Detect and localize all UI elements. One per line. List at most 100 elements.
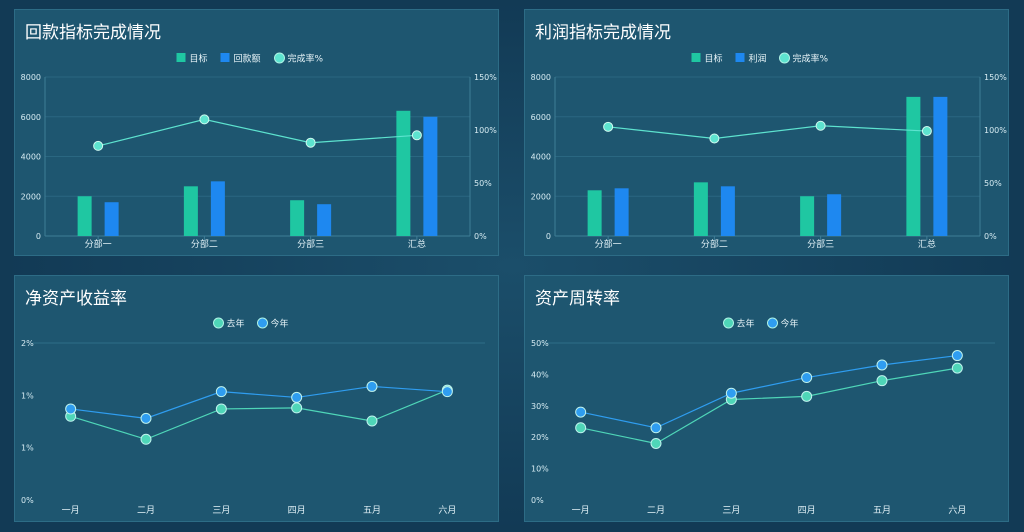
line-point — [709, 133, 720, 144]
y2-tick-label: 0% — [984, 232, 997, 241]
series-line — [70, 385, 448, 419]
line-point — [215, 386, 227, 398]
bar — [720, 186, 735, 236]
line-point — [199, 114, 210, 125]
legend-marker — [723, 317, 734, 329]
y2-tick-label: 100% — [474, 126, 497, 135]
line-point — [650, 437, 662, 449]
y-tick-label: 8000 — [531, 73, 551, 82]
line-point — [366, 380, 378, 392]
panel-roe: 净资产收益率 去年 今年 0% 1% 1% 2% 一月 二月 三月 四月 五月 六月 — [14, 275, 499, 522]
line-point — [575, 422, 587, 434]
y-tick-label: 2% — [21, 339, 34, 348]
legend-swatch — [691, 53, 701, 62]
y-tick-label: 6000 — [21, 113, 41, 122]
bar — [290, 200, 305, 236]
panel-asset-turnover: 资产周转率 去年 今年 0% 10% 20% 30% 40% 50% 一月 二月 三月 四月 五月 六月 — [524, 275, 1009, 522]
panel-receivables: 回款指标完成情况 目标 回款额 完成率% 0 2000 4000 6000 8000 0% 50%… — [14, 9, 499, 256]
x-tick-label: 分部三 — [297, 238, 324, 250]
x-tick-label: 分部三 — [807, 238, 834, 250]
legend-label: 去年 — [227, 318, 245, 330]
x-tick-label: 四月 — [288, 505, 306, 516]
line-point — [801, 390, 813, 402]
profit-chart: 目标 利润 完成率% 0 2000 4000 6000 8000 0% 50% 100% 150% 分部… — [531, 52, 1007, 250]
x-tick-label: 分部一 — [595, 238, 622, 250]
y-tick-label: 1% — [21, 444, 34, 453]
series-line — [97, 118, 417, 147]
y-tick-label: 50% — [531, 339, 549, 348]
legend-label: 利润 — [749, 53, 767, 65]
line-point — [876, 375, 888, 387]
bar — [906, 96, 921, 236]
legend-label: 去年 — [737, 318, 755, 330]
x-tick-label: 四月 — [798, 505, 816, 516]
legend-marker — [767, 317, 778, 329]
x-tick-label: 汇总 — [918, 238, 936, 250]
x-tick-label: 分部二 — [191, 238, 218, 250]
line-point — [603, 121, 614, 132]
legend-label: 今年 — [271, 318, 289, 330]
panel-profit: 利润指标完成情况 目标 利润 完成率% 0 2000 4000 6000 8000 0% 50% 1… — [524, 9, 1009, 256]
y2-tick-label: 150% — [984, 73, 1007, 82]
x-tick-label: 二月 — [647, 505, 665, 516]
y-tick-label: 2000 — [21, 192, 41, 201]
line-point — [93, 140, 104, 151]
y-tick-label: 1% — [21, 391, 34, 400]
bar — [933, 96, 948, 236]
y2-tick-label: 50% — [984, 179, 1002, 188]
chart-title: 利润指标完成情况 — [535, 23, 671, 43]
bar — [423, 116, 438, 236]
legend-marker — [274, 52, 285, 64]
bar — [827, 194, 842, 236]
y-tick-label: 0 — [546, 232, 551, 241]
bar — [587, 190, 602, 236]
bar — [800, 196, 815, 236]
bar — [77, 196, 92, 236]
roe-chart: 去年 今年 0% 1% 1% 2% 一月 二月 三月 四月 五月 六月 — [21, 317, 485, 516]
x-tick-label: 分部二 — [701, 238, 728, 250]
line-point — [305, 137, 316, 148]
legend-label: 完成率% — [288, 53, 324, 65]
y-tick-label: 20% — [531, 433, 549, 442]
chart-title: 净资产收益率 — [25, 289, 127, 309]
y-tick-label: 40% — [531, 370, 549, 379]
x-tick-label: 六月 — [438, 504, 456, 516]
line-point — [441, 386, 453, 398]
legend-marker — [213, 317, 224, 329]
x-tick-label: 分部一 — [85, 238, 112, 250]
legend-swatch — [220, 53, 230, 62]
line-point — [65, 403, 77, 415]
x-tick-label: 二月 — [137, 505, 155, 516]
bar — [614, 188, 629, 236]
y-tick-label: 10% — [531, 465, 549, 474]
bar — [104, 202, 119, 236]
bar — [317, 204, 332, 236]
line-point — [291, 391, 303, 403]
chart-title: 资产周转率 — [535, 289, 620, 309]
x-tick-label: 五月 — [873, 505, 891, 516]
line-point — [951, 362, 963, 374]
x-tick-label: 汇总 — [408, 238, 426, 250]
series-line — [608, 125, 927, 140]
x-tick-label: 三月 — [722, 505, 740, 516]
line-point — [650, 422, 662, 434]
y-tick-label: 8000 — [21, 73, 41, 82]
line-point — [575, 406, 587, 418]
y-tick-label: 4000 — [531, 153, 551, 162]
y-tick-label: 2000 — [531, 192, 551, 201]
y-tick-label: 6000 — [531, 113, 551, 122]
y-tick-label: 30% — [531, 402, 549, 411]
x-tick-label: 六月 — [948, 504, 966, 516]
legend-label: 完成率% — [793, 53, 829, 65]
line-point — [411, 130, 422, 141]
y2-tick-label: 150% — [474, 73, 497, 82]
line-point — [725, 387, 737, 399]
asset-turnover-chart: 去年 今年 0% 10% 20% 30% 40% 50% 一月 二月 三月 四月 五月 六月 — [531, 317, 995, 516]
series-line — [70, 389, 448, 440]
series-line — [580, 354, 958, 429]
line-point — [951, 350, 963, 362]
line-point — [801, 372, 813, 384]
legend-swatch — [176, 53, 186, 62]
line-point — [921, 126, 932, 137]
legend-swatch — [735, 53, 745, 62]
